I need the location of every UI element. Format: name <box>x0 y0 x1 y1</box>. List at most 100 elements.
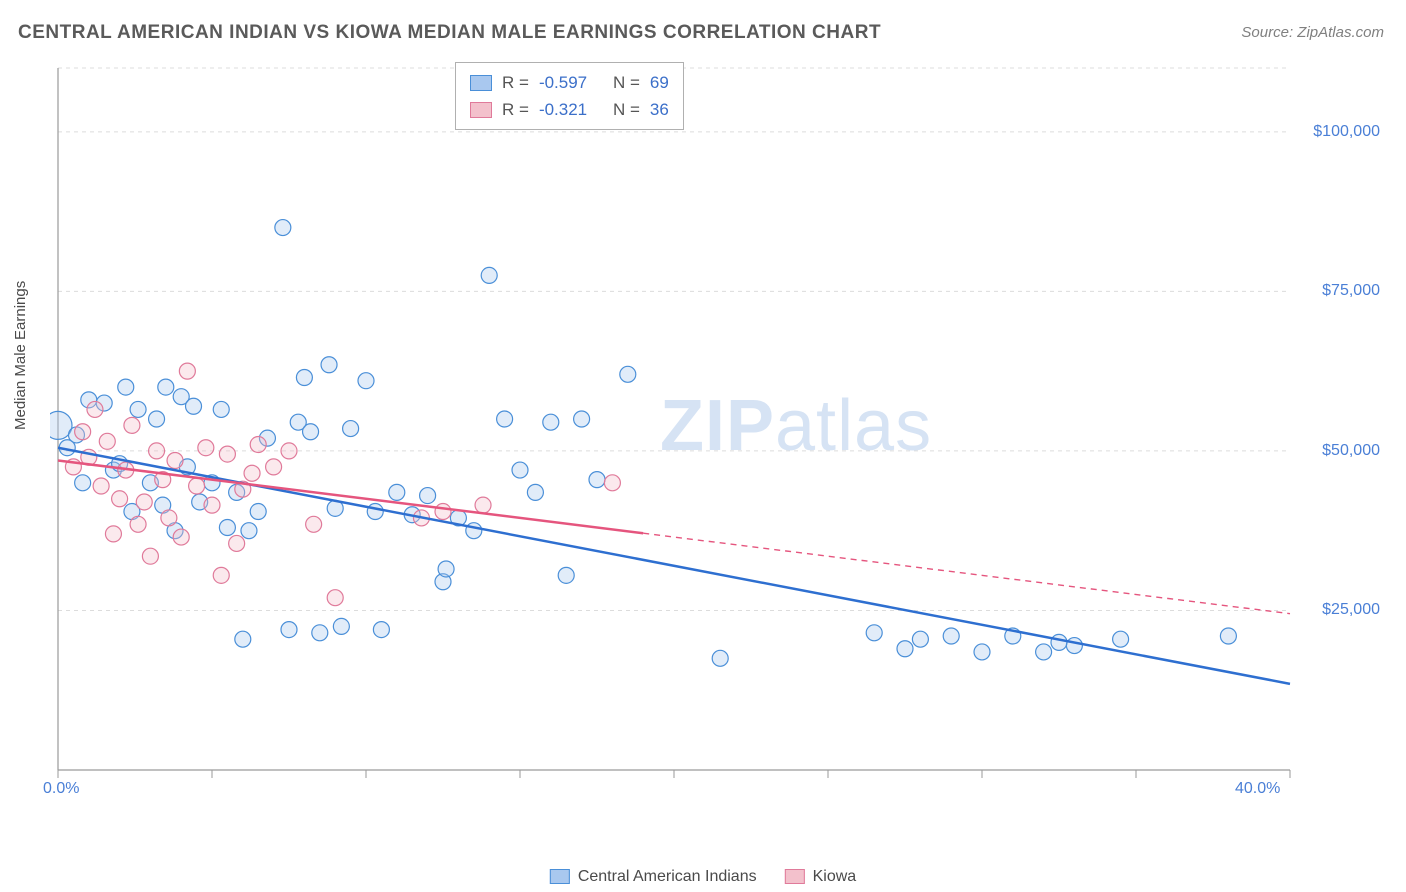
data-point-cai <box>497 411 513 427</box>
data-point-cai <box>1051 634 1067 650</box>
data-point-kiowa <box>204 497 220 513</box>
chart-title: CENTRAL AMERICAN INDIAN VS KIOWA MEDIAN … <box>18 22 881 44</box>
data-point-kiowa <box>327 590 343 606</box>
data-point-kiowa <box>281 443 297 459</box>
data-point-kiowa <box>475 497 491 513</box>
data-point-kiowa <box>87 401 103 417</box>
data-point-cai <box>589 472 605 488</box>
data-point-cai <box>620 366 636 382</box>
data-point-cai <box>481 267 497 283</box>
data-point-kiowa <box>173 529 189 545</box>
data-point-cai <box>275 220 291 236</box>
correlation-stats-box: R = -0.597 N = 69 R = -0.321 N = 36 <box>455 62 684 130</box>
data-point-kiowa <box>229 535 245 551</box>
data-point-kiowa <box>189 478 205 494</box>
data-point-kiowa <box>136 494 152 510</box>
data-point-cai <box>866 625 882 641</box>
data-point-cai <box>333 618 349 634</box>
data-point-cai <box>358 373 374 389</box>
data-point-kiowa <box>179 363 195 379</box>
data-point-cai <box>574 411 590 427</box>
y-axis-label: Median Male Earnings <box>12 281 29 430</box>
chart-svg <box>50 60 1390 820</box>
stat-n-value: 69 <box>650 69 669 96</box>
data-point-cai <box>250 504 266 520</box>
data-point-cai <box>213 401 229 417</box>
data-point-kiowa <box>142 548 158 564</box>
data-point-kiowa <box>75 424 91 440</box>
y-tick-label: $100,000 <box>1313 123 1380 141</box>
legend-item: Kiowa <box>785 868 857 886</box>
y-tick-label: $25,000 <box>1322 601 1380 619</box>
data-point-cai <box>75 475 91 491</box>
data-point-kiowa <box>112 491 128 507</box>
stat-r-label: R = <box>502 69 529 96</box>
data-point-cai <box>149 411 165 427</box>
data-point-cai <box>912 631 928 647</box>
data-point-kiowa <box>124 417 140 433</box>
data-point-kiowa <box>604 475 620 491</box>
data-point-cai <box>158 379 174 395</box>
data-point-cai <box>420 488 436 504</box>
data-point-cai <box>943 628 959 644</box>
data-point-kiowa <box>244 465 260 481</box>
trend-line-dashed-kiowa <box>643 533 1290 613</box>
legend-swatch <box>550 869 570 884</box>
data-point-cai <box>373 622 389 638</box>
legend-label: Kiowa <box>813 868 857 885</box>
data-point-kiowa <box>266 459 282 475</box>
stat-r-label: R = <box>502 96 529 123</box>
data-point-cai <box>235 631 251 647</box>
x-tick-label: 0.0% <box>43 780 79 798</box>
data-point-cai <box>543 414 559 430</box>
stat-n-value: 36 <box>650 96 669 123</box>
data-point-cai <box>712 650 728 666</box>
source-attribution: Source: ZipAtlas.com <box>1241 24 1384 41</box>
data-point-cai <box>296 370 312 386</box>
data-point-kiowa <box>99 433 115 449</box>
stat-r-value: -0.597 <box>539 69 603 96</box>
data-point-cai <box>1220 628 1236 644</box>
data-point-cai <box>281 622 297 638</box>
data-point-kiowa <box>93 478 109 494</box>
data-point-kiowa <box>161 510 177 526</box>
legend-swatch <box>470 102 492 118</box>
data-point-cai <box>303 424 319 440</box>
legend-label: Central American Indians <box>578 868 757 885</box>
stat-row: R = -0.321 N = 36 <box>470 96 669 123</box>
stat-r-value: -0.321 <box>539 96 603 123</box>
data-point-cai <box>527 484 543 500</box>
data-point-cai <box>343 421 359 437</box>
data-point-kiowa <box>130 516 146 532</box>
data-point-cai <box>389 484 405 500</box>
data-point-kiowa <box>250 437 266 453</box>
data-point-cai <box>241 523 257 539</box>
data-point-cai <box>321 357 337 373</box>
data-point-cai <box>186 398 202 414</box>
data-point-kiowa <box>219 446 235 462</box>
data-point-cai <box>897 641 913 657</box>
data-point-kiowa <box>149 443 165 459</box>
stat-n-label: N = <box>613 69 640 96</box>
scatter-plot <box>50 60 1390 820</box>
x-tick-label: 40.0% <box>1235 780 1280 798</box>
data-point-cai <box>438 561 454 577</box>
data-point-kiowa <box>213 567 229 583</box>
data-point-kiowa <box>167 452 183 468</box>
data-point-cai <box>974 644 990 660</box>
data-point-cai <box>1066 638 1082 654</box>
legend-item: Central American Indians <box>550 868 757 886</box>
legend-bottom: Central American Indians Kiowa <box>550 868 856 886</box>
data-point-cai <box>118 379 134 395</box>
data-point-kiowa <box>435 504 451 520</box>
data-point-cai <box>312 625 328 641</box>
data-point-cai <box>219 519 235 535</box>
y-tick-label: $75,000 <box>1322 282 1380 300</box>
legend-swatch <box>785 869 805 884</box>
data-point-kiowa <box>105 526 121 542</box>
stat-row: R = -0.597 N = 69 <box>470 69 669 96</box>
data-point-kiowa <box>306 516 322 532</box>
data-point-cai <box>367 504 383 520</box>
stat-n-label: N = <box>613 96 640 123</box>
data-point-kiowa <box>198 440 214 456</box>
